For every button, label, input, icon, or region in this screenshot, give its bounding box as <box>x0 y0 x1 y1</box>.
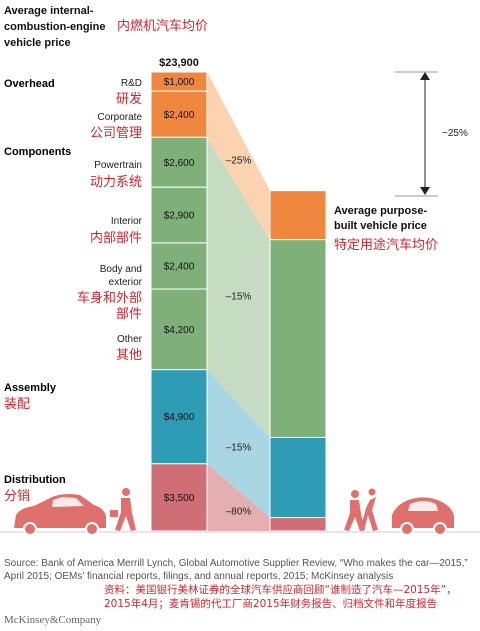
right-title-cn: 特定用途汽车均价 <box>334 237 438 253</box>
bar-right-segment-3 <box>269 517 327 532</box>
car-right-icon <box>392 497 454 536</box>
bar-left-segment-1 <box>150 90 208 138</box>
bar-right-segment-2 <box>269 436 327 519</box>
value-label-1: $2,400 <box>164 110 195 121</box>
category-label-components: Components <box>4 146 71 158</box>
reduction-label-overhead: –25% <box>226 155 252 166</box>
category-label-distribution: Distribution <box>4 474 66 486</box>
sub-label-other-cn: 其他 <box>116 348 142 363</box>
person-right-icon <box>344 488 378 531</box>
person-left-icon <box>110 488 136 531</box>
bar-right-segment-1 <box>269 239 327 438</box>
bar-left-segment-3 <box>150 186 208 244</box>
bar-left-segment-5 <box>150 288 208 371</box>
bar-right-segment-0 <box>269 190 327 241</box>
reduction-label-components: –15% <box>226 292 252 303</box>
sub-label-interior: Interior <box>111 216 143 227</box>
total-reduction-label: ~25% <box>442 128 468 139</box>
reduction-bands <box>207 72 270 531</box>
category-label-assembly-cn: 装配 <box>4 397 30 412</box>
sub-label-interior-cn: 内部部件 <box>90 230 142 246</box>
sub-label-powertrain-cn: 动力系统 <box>90 175 142 190</box>
arrow-up-icon <box>420 72 430 80</box>
car-left-icon <box>14 494 106 536</box>
arrow-down-icon <box>420 187 430 195</box>
sub-label-body-cn-2: 部件 <box>116 307 142 322</box>
source-note: Source: Bank of America Merrill Lynch, G… <box>4 558 468 582</box>
bar-left-segment-2 <box>150 136 208 188</box>
value-label-5: $4,200 <box>164 325 195 336</box>
category-label-distribution-cn: 分销 <box>4 489 30 504</box>
sub-label-corporate: Corporate <box>98 112 143 123</box>
reduction-label-assembly: –15% <box>226 443 252 454</box>
value-label-2: $2,600 <box>164 158 195 169</box>
sub-label-body-2: exterior <box>109 277 143 288</box>
category-label-assembly: Assembly <box>4 382 57 394</box>
right-title-line-1: Average purpose- <box>334 205 427 217</box>
data-labels: $1,000 $2,400 $2,600 $2,900 $2,400 $4,200 $4,9… <box>164 77 252 517</box>
band-distribution <box>207 463 270 531</box>
left-title-cn: 内燃机汽车均价 <box>117 18 208 34</box>
left-title-line-1: Average internal- <box>4 5 94 17</box>
left-title-line-3: vehicle price <box>4 37 71 49</box>
sub-label-body-cn: 车身和外部 <box>77 290 142 306</box>
total-reduction-bracket: ~25% <box>395 71 468 197</box>
total-label: $23,900 <box>159 57 199 69</box>
category-label-overhead: Overhead <box>4 78 55 90</box>
value-label-0: $1,000 <box>164 77 195 88</box>
sub-label-corporate-cn: 公司管理 <box>90 126 142 141</box>
value-label-6: $4,900 <box>164 412 195 423</box>
source-note-cn: 资料：美国银行美林证券的全球汽车供应商回顾“谁制造了汽车—2015年”，2015… <box>104 584 457 610</box>
bar-left-segment-7 <box>150 463 208 532</box>
band-assembly <box>207 369 270 518</box>
value-label-7: $3,500 <box>164 493 195 504</box>
sub-label-rd: R&D <box>121 78 142 89</box>
sub-label-body: Body and <box>100 264 142 275</box>
bars <box>150 71 327 532</box>
publisher-logo: McKinsey&Company <box>4 614 102 626</box>
band-components <box>207 137 270 438</box>
right-title-line-2: built vehicle price <box>334 220 427 232</box>
band-overhead <box>207 72 270 240</box>
value-label-4: $2,400 <box>164 261 195 272</box>
sub-label-other: Other <box>117 334 143 345</box>
reduction-label-distribution: –80% <box>226 506 252 517</box>
sub-label-powertrain: Powertrain <box>94 160 142 171</box>
left-title-line-2: combustion-engine <box>4 21 105 33</box>
sub-label-rd-cn: 研发 <box>116 91 142 107</box>
value-label-3: $2,900 <box>164 211 195 222</box>
